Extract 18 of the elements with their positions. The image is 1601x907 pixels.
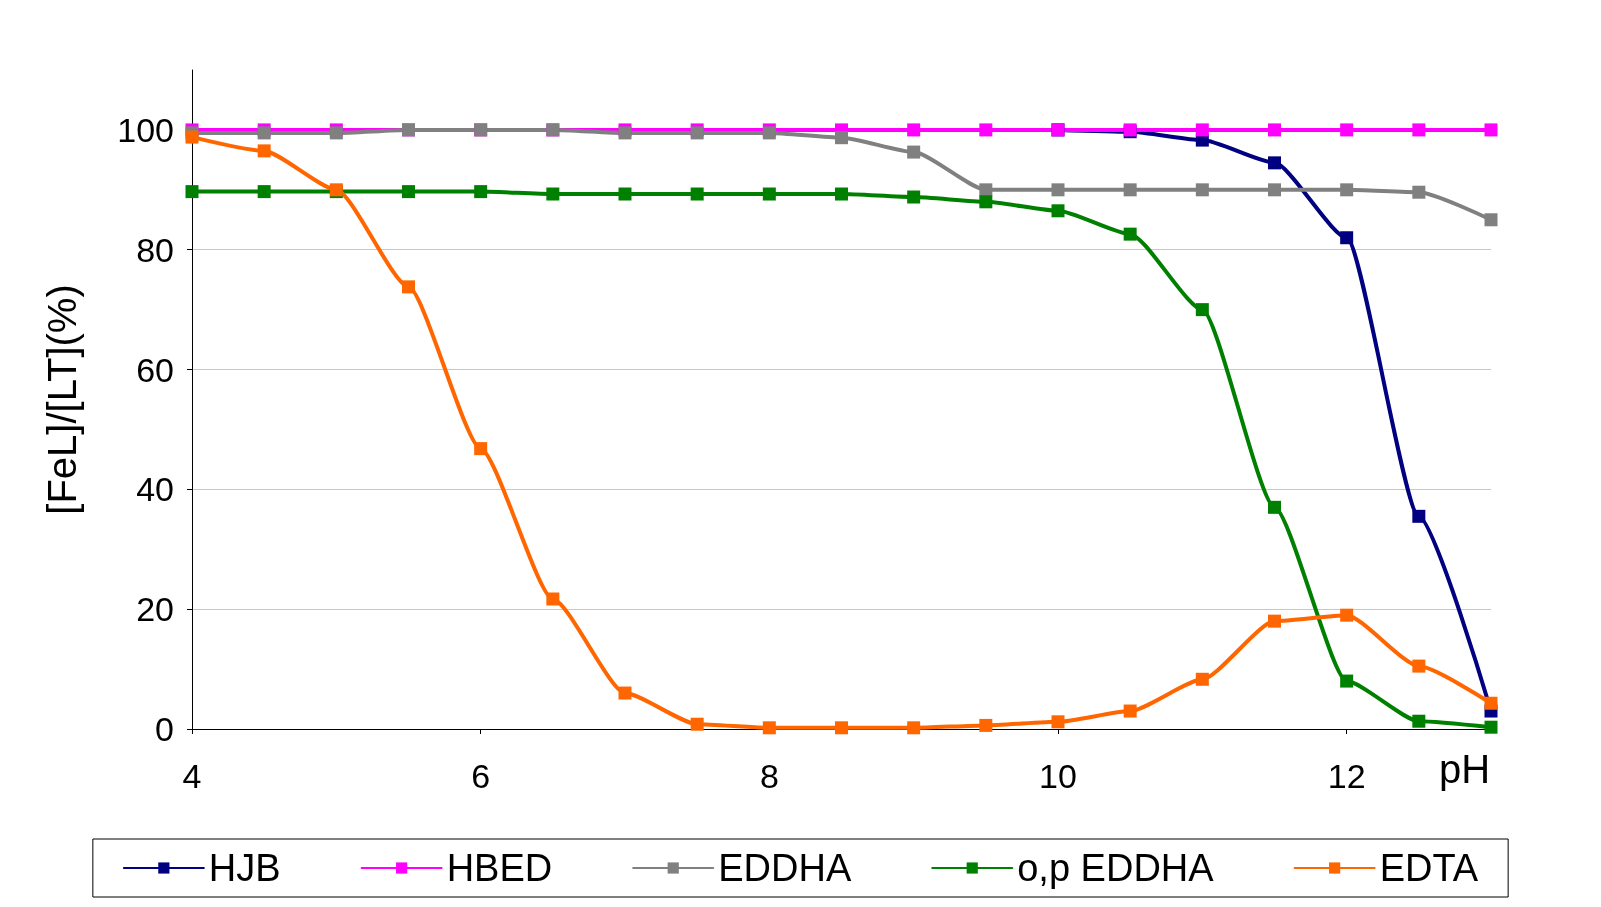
y-tick-label: 0: [155, 710, 174, 748]
x-tick-label: 6: [471, 757, 491, 795]
legend-label: HBED: [446, 847, 553, 889]
x-tick-label: 8: [759, 757, 779, 795]
x-axis-title: pH: [1439, 747, 1491, 791]
x-tick-label: 10: [1039, 757, 1077, 795]
y-axis-title: [FeL]/[LT](%): [40, 284, 84, 515]
y-tick-label: 100: [117, 110, 174, 149]
y-tick-label: 80: [136, 230, 174, 269]
x-tick-label: 12: [1327, 757, 1366, 795]
y-tick-label: 20: [136, 590, 174, 629]
legend-label: EDDHA: [718, 847, 852, 889]
legend-label: o,p EDDHA: [1017, 847, 1215, 889]
y-tick-label: 40: [136, 470, 174, 509]
x-tick-label: 4: [182, 757, 202, 795]
legend-label: EDTA: [1379, 847, 1479, 889]
y-tick-label: 60: [136, 350, 174, 389]
legend-label: HJB: [208, 847, 281, 889]
